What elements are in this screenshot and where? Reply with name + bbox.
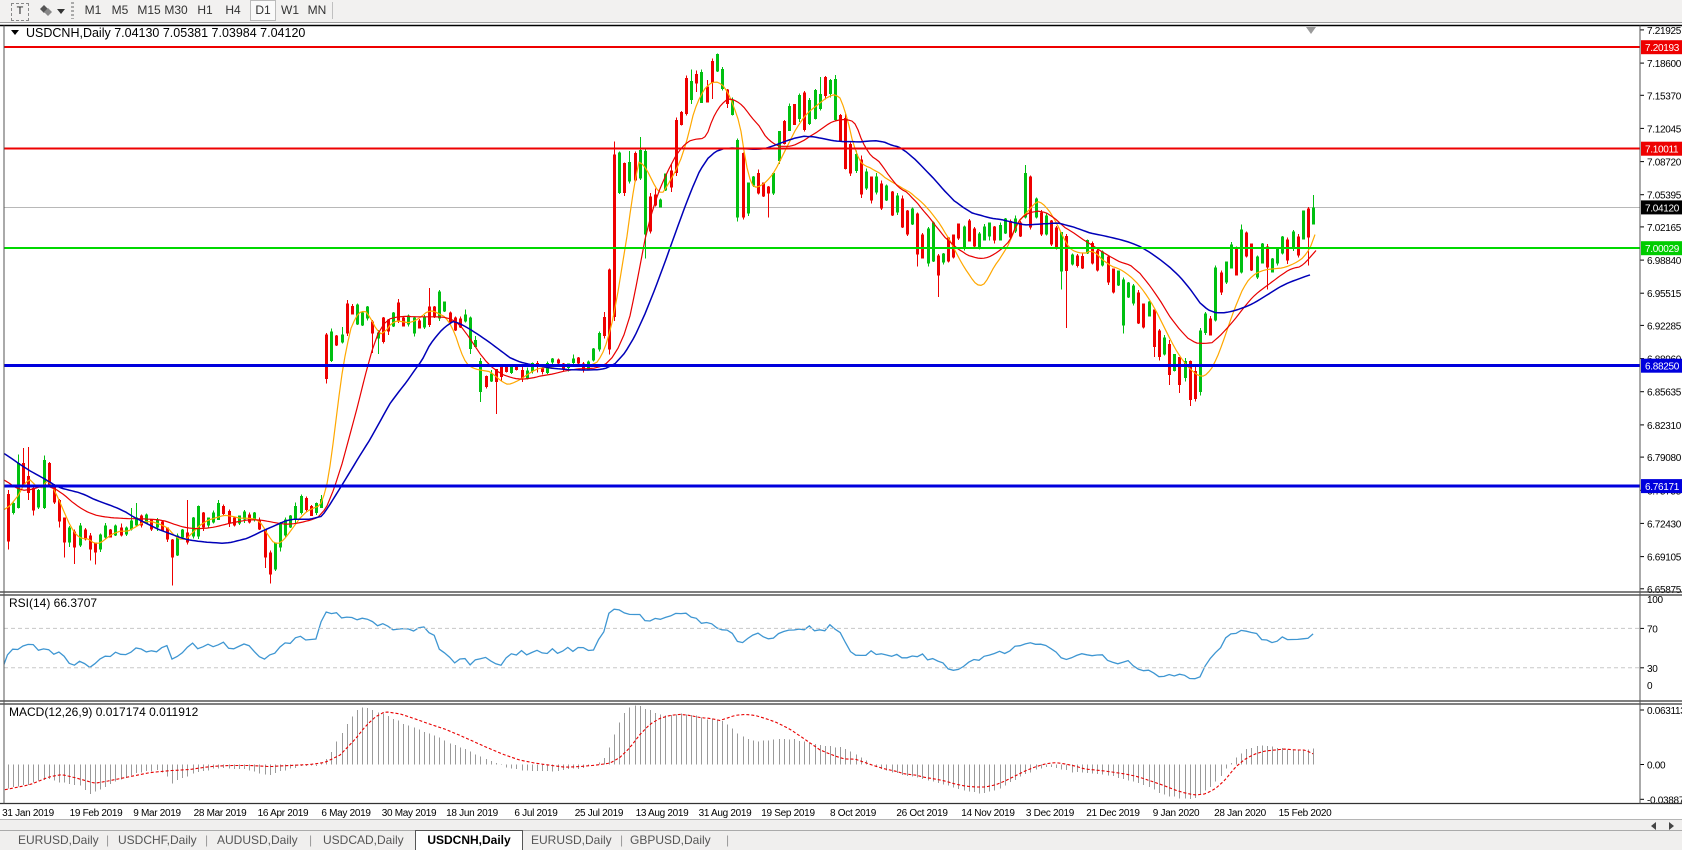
svg-text:6.69105: 6.69105 — [1647, 553, 1682, 564]
svg-text:7.10011: 7.10011 — [1645, 145, 1679, 156]
svg-text:3 Dec 2019: 3 Dec 2019 — [1026, 808, 1075, 819]
svg-text:7.00029: 7.00029 — [1645, 244, 1680, 255]
svg-text:7.12045: 7.12045 — [1647, 124, 1682, 135]
svg-text:28 Mar 2019: 28 Mar 2019 — [194, 808, 248, 819]
svg-text:6.65875: 6.65875 — [1647, 585, 1682, 596]
svg-text:6.82310: 6.82310 — [1647, 421, 1682, 432]
svg-text:6.95515: 6.95515 — [1647, 289, 1682, 300]
svg-text:30: 30 — [1647, 664, 1658, 675]
svg-text:16 Apr 2019: 16 Apr 2019 — [258, 808, 309, 819]
svg-text:14 Nov 2019: 14 Nov 2019 — [961, 808, 1015, 819]
svg-text:RSI(14) 66.3707: RSI(14) 66.3707 — [9, 596, 97, 610]
svg-text:7.04120: 7.04120 — [1645, 203, 1680, 214]
svg-text:6.88250: 6.88250 — [1645, 362, 1680, 373]
svg-text:6.98840: 6.98840 — [1647, 256, 1682, 267]
svg-text:7.08720: 7.08720 — [1647, 158, 1682, 169]
svg-text:0.00: 0.00 — [1647, 761, 1666, 772]
svg-text:-0.038872: -0.038872 — [1647, 795, 1682, 806]
svg-text:6 Jul 2019: 6 Jul 2019 — [514, 808, 558, 819]
svg-text:18 Jun 2019: 18 Jun 2019 — [446, 808, 498, 819]
svg-text:USDCNH,Daily 7.04130 7.05381: USDCNH,Daily 7.04130 7.05381 7.03984 7.0… — [26, 26, 305, 40]
svg-text:7.15370: 7.15370 — [1647, 91, 1682, 102]
svg-text:6.76171: 6.76171 — [1645, 482, 1680, 493]
svg-text:31 Jan 2019: 31 Jan 2019 — [2, 808, 54, 819]
svg-text:6.79080: 6.79080 — [1647, 453, 1682, 464]
svg-text:6.85635: 6.85635 — [1647, 388, 1682, 399]
svg-text:15 Feb 2020: 15 Feb 2020 — [1279, 808, 1333, 819]
svg-text:7.18600: 7.18600 — [1647, 59, 1682, 70]
svg-text:25 Jul 2019: 25 Jul 2019 — [575, 808, 624, 819]
svg-text:MACD(12,26,9) 0.017174 0.01191: MACD(12,26,9) 0.017174 0.011912 — [9, 705, 199, 719]
svg-text:9 Jan 2020: 9 Jan 2020 — [1153, 808, 1200, 819]
svg-text:21 Dec 2019: 21 Dec 2019 — [1086, 808, 1140, 819]
svg-text:30 May 2019: 30 May 2019 — [382, 808, 437, 819]
svg-text:7.02165: 7.02165 — [1647, 223, 1682, 234]
svg-text:0: 0 — [1647, 681, 1653, 692]
svg-text:31 Aug 2019: 31 Aug 2019 — [699, 808, 753, 819]
svg-text:19 Sep 2019: 19 Sep 2019 — [761, 808, 815, 819]
svg-text:6.72430: 6.72430 — [1647, 519, 1682, 530]
svg-text:13 Aug 2019: 13 Aug 2019 — [636, 808, 690, 819]
svg-text:6.92285: 6.92285 — [1647, 321, 1682, 332]
svg-text:7.21925: 7.21925 — [1647, 26, 1682, 37]
svg-text:100: 100 — [1647, 595, 1664, 606]
svg-text:6 May 2019: 6 May 2019 — [321, 808, 371, 819]
svg-text:0.063113: 0.063113 — [1647, 706, 1682, 717]
svg-text:9 Mar 2019: 9 Mar 2019 — [133, 808, 181, 819]
svg-text:7.20193: 7.20193 — [1645, 43, 1680, 54]
svg-text:70: 70 — [1647, 624, 1658, 635]
svg-text:19 Feb 2019: 19 Feb 2019 — [70, 808, 124, 819]
svg-text:28 Jan 2020: 28 Jan 2020 — [1214, 808, 1266, 819]
svg-text:8 Oct 2019: 8 Oct 2019 — [830, 808, 877, 819]
svg-text:7.05395: 7.05395 — [1647, 191, 1682, 202]
svg-text:26 Oct 2019: 26 Oct 2019 — [896, 808, 948, 819]
